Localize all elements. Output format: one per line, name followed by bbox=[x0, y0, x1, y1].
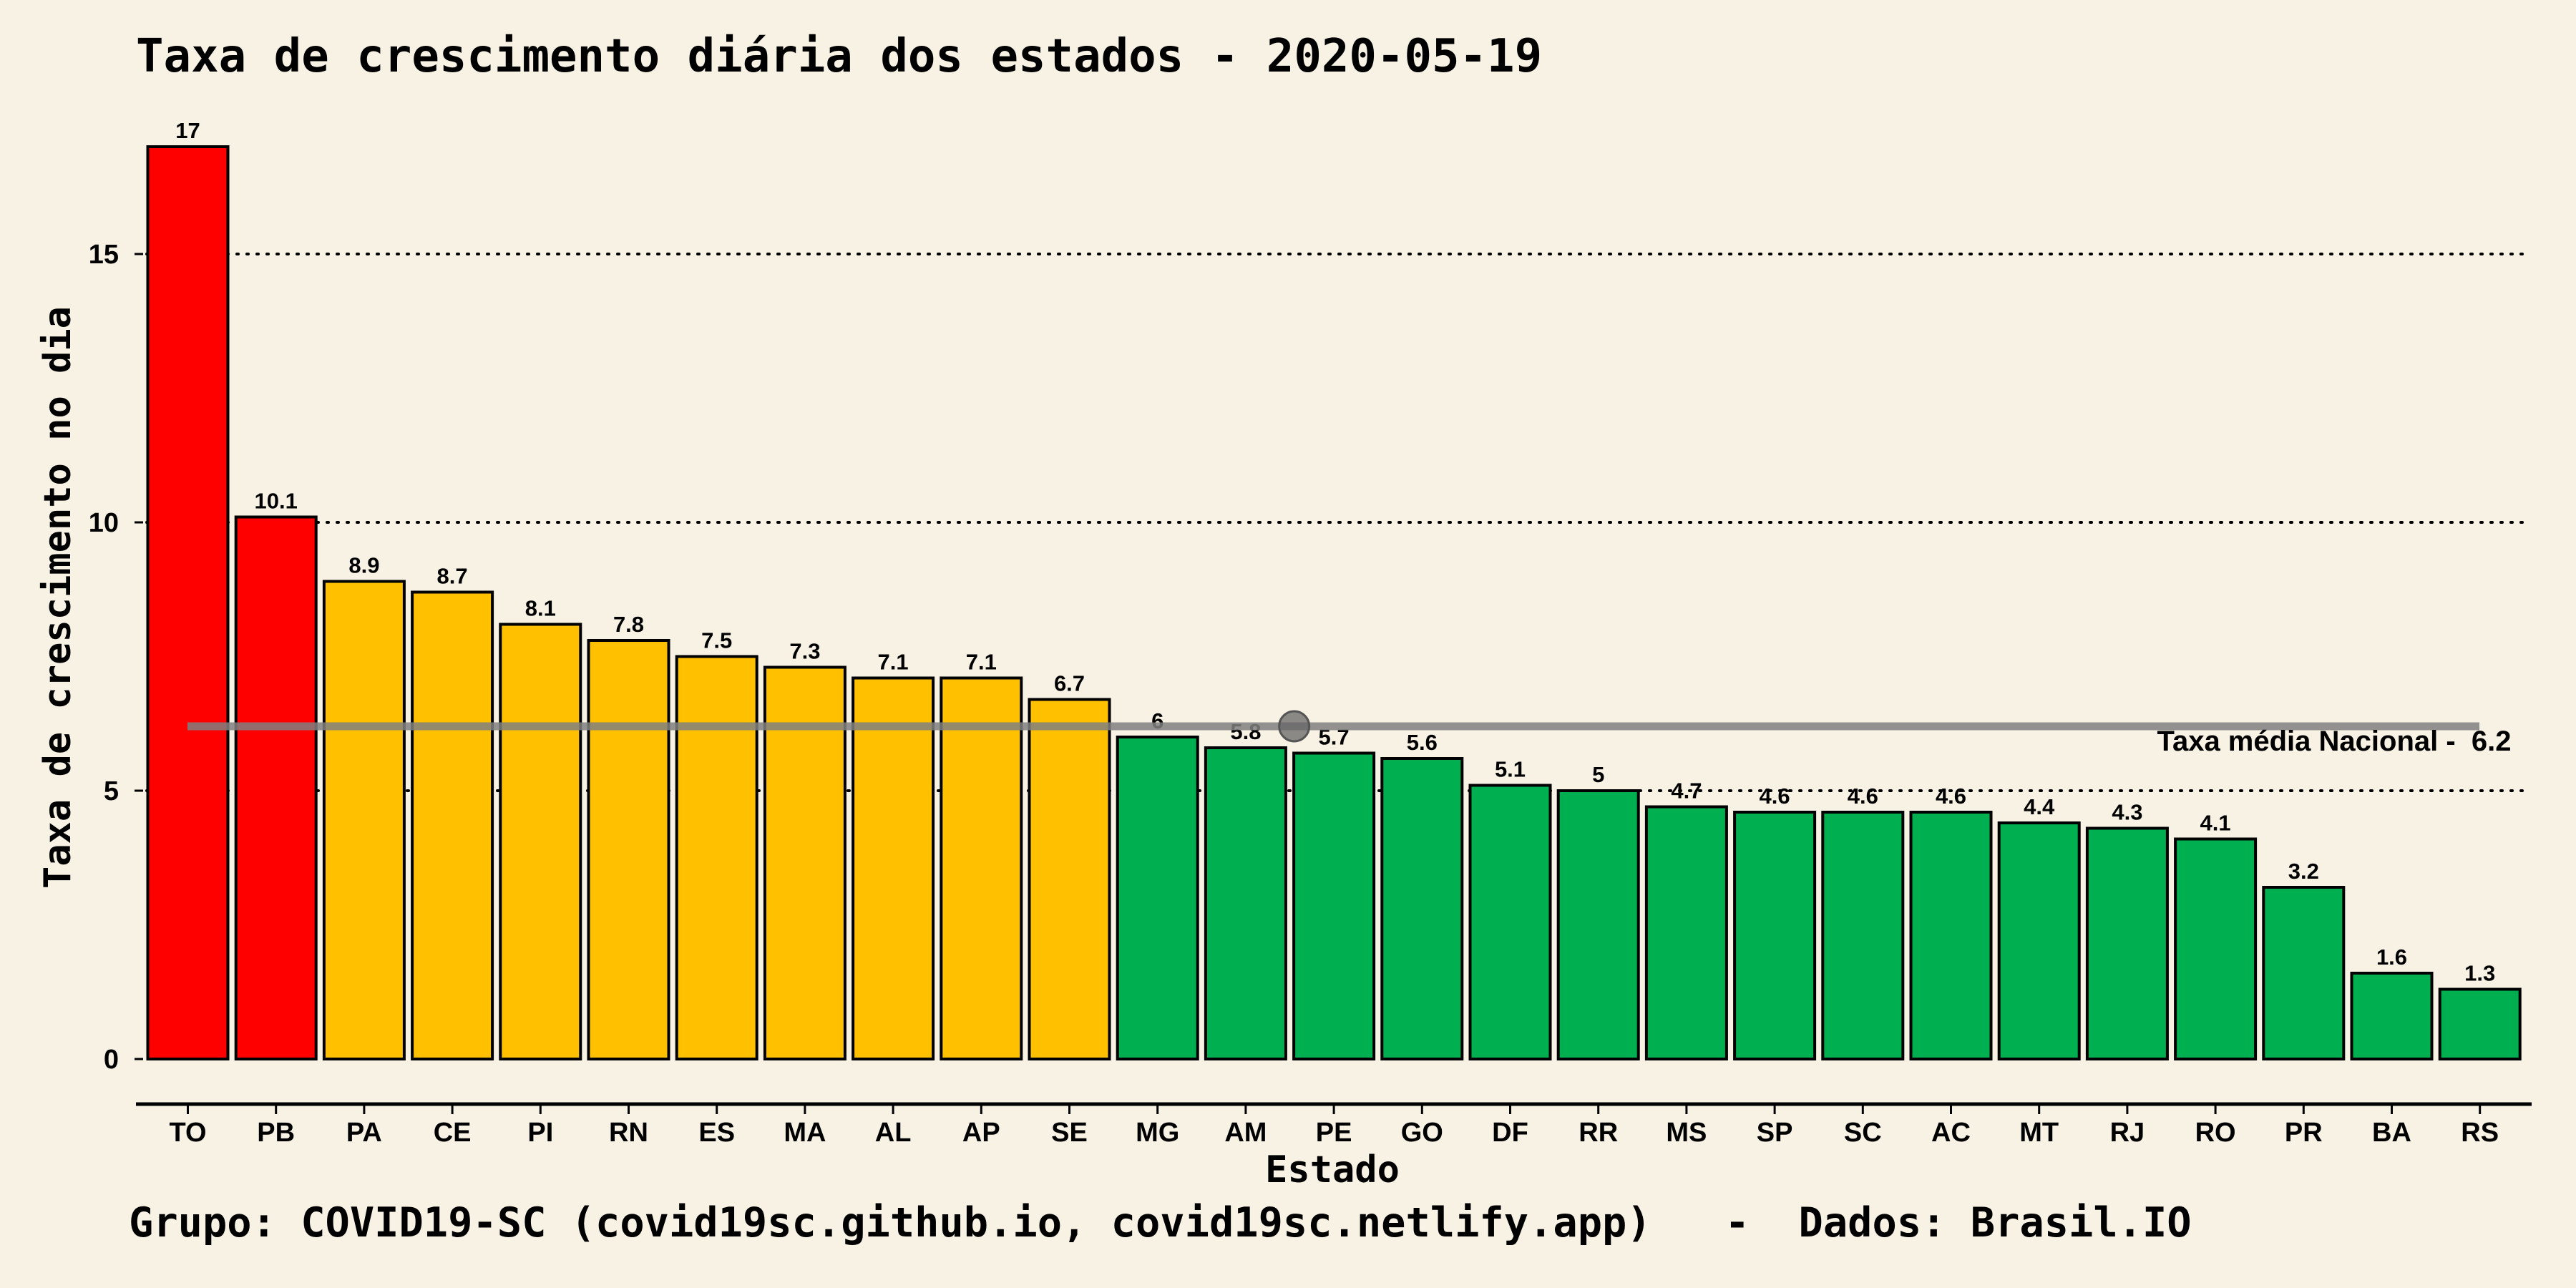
bar-AL bbox=[852, 676, 935, 1060]
bar-value-label: 7.8 bbox=[613, 612, 644, 637]
bar-value-label: 7.3 bbox=[789, 639, 820, 664]
bar-MA bbox=[763, 665, 847, 1060]
bar-SE bbox=[1028, 698, 1111, 1060]
x-tick-label-RS: RS bbox=[2461, 1118, 2499, 1148]
x-tick-label-SC: SC bbox=[1844, 1118, 1882, 1148]
bar-PI bbox=[499, 623, 582, 1060]
bar-SC bbox=[1821, 811, 1905, 1060]
bar-value-label: 4.4 bbox=[2024, 794, 2055, 819]
bar-PB bbox=[234, 515, 318, 1060]
bar-MG bbox=[1116, 736, 1199, 1060]
bar-value-label: 3.2 bbox=[2288, 859, 2319, 884]
bar-value-label: 5 bbox=[1592, 762, 1604, 787]
x-tick-label-RJ: RJ bbox=[2110, 1118, 2145, 1148]
x-tick-label-MA: MA bbox=[784, 1118, 826, 1148]
bar-value-label: 7.1 bbox=[878, 650, 909, 675]
x-tick-label-DF: DF bbox=[1492, 1118, 1528, 1148]
bar-DF bbox=[1468, 784, 1552, 1060]
bar-AC bbox=[1909, 811, 1993, 1060]
national-average-marker bbox=[1278, 710, 1311, 743]
national-average-label: Taxa média Nacional - 6.2 bbox=[2157, 726, 2511, 757]
bar-value-label: 4.6 bbox=[1848, 784, 1878, 809]
x-axis-title: Estado bbox=[1265, 1148, 1400, 1191]
bar-AM bbox=[1204, 746, 1287, 1060]
x-tick-label-GO: GO bbox=[1401, 1118, 1443, 1148]
bar-PA bbox=[322, 580, 406, 1060]
x-tick-label-TO: TO bbox=[169, 1118, 206, 1148]
bar-value-label: 8.7 bbox=[437, 564, 468, 589]
bar-SP bbox=[1733, 811, 1817, 1060]
bar-value-label: 7.1 bbox=[966, 650, 997, 675]
x-tick-label-SE: SE bbox=[1051, 1118, 1088, 1148]
caption: Grupo: COVID19-SC (covid19sc.github.io, … bbox=[129, 1199, 2192, 1246]
x-tick-label-AL: AL bbox=[875, 1118, 912, 1148]
bar-PR bbox=[2262, 886, 2346, 1060]
bar-value-label: 1.6 bbox=[2376, 945, 2407, 970]
chart-title: Taxa de crescimento diária dos estados -… bbox=[136, 30, 1542, 83]
x-tick-label-SP: SP bbox=[1757, 1118, 1793, 1148]
x-tick-label-MT: MT bbox=[2019, 1118, 2059, 1148]
x-tick-label-RR: RR bbox=[1579, 1118, 1618, 1148]
bar-value-label: 4.1 bbox=[2200, 811, 2231, 836]
bar-value-label: 8.9 bbox=[348, 553, 379, 578]
bar-value-label: 4.6 bbox=[1760, 784, 1790, 809]
bar-RN bbox=[587, 639, 670, 1060]
bar-TO bbox=[146, 145, 230, 1060]
bar-CE bbox=[411, 590, 494, 1060]
bar-MT bbox=[1997, 821, 2081, 1060]
bar-RJ bbox=[2085, 826, 2169, 1060]
bar-RS bbox=[2438, 987, 2522, 1060]
x-tick-label-PB: PB bbox=[257, 1118, 295, 1148]
x-tick-label-PE: PE bbox=[1316, 1118, 1352, 1148]
x-tick-label-CE: CE bbox=[434, 1118, 472, 1148]
bar-value-label: 5.6 bbox=[1407, 730, 1438, 755]
y-tick-label: 0 bbox=[104, 1045, 119, 1075]
bar-GO bbox=[1380, 757, 1464, 1060]
bar-value-label: 5.1 bbox=[1495, 757, 1526, 782]
reference-line-group: Taxa média Nacional - 6.2 bbox=[187, 710, 2512, 757]
bar-value-label: 4.7 bbox=[1671, 779, 1702, 804]
x-tick-label-PR: PR bbox=[2285, 1118, 2323, 1148]
bar-value-label: 6.7 bbox=[1054, 671, 1085, 696]
y-tick-label: 5 bbox=[104, 776, 119, 806]
x-tick-label-PA: PA bbox=[346, 1118, 382, 1148]
grid-lines bbox=[145, 253, 2527, 792]
bar-value-label: 10.1 bbox=[255, 489, 298, 514]
x-tick-label-BA: BA bbox=[2372, 1118, 2411, 1148]
x-tick-label-MG: MG bbox=[1136, 1118, 1179, 1148]
bar-RR bbox=[1556, 789, 1640, 1060]
bar-BA bbox=[2350, 972, 2434, 1060]
x-tick-label-AM: AM bbox=[1224, 1118, 1267, 1148]
x-tick-label-PI: PI bbox=[527, 1118, 553, 1148]
y-tick-label: 15 bbox=[89, 240, 119, 270]
bar-RO bbox=[2174, 837, 2258, 1060]
y-axis: 0 5 10 15 bbox=[89, 240, 143, 1075]
x-tick-label-RO: RO bbox=[2195, 1118, 2236, 1148]
y-axis-title: Taxa de crescimento no dia bbox=[36, 306, 79, 889]
bar-value-label: 4.6 bbox=[1936, 784, 1966, 809]
bar-PE bbox=[1292, 751, 1376, 1060]
y-tick-label: 10 bbox=[89, 508, 119, 538]
bar-value-label: 17 bbox=[175, 118, 200, 143]
x-tick-label-AC: AC bbox=[1931, 1118, 1971, 1148]
bar-value-label: 4.3 bbox=[2112, 800, 2142, 825]
bar-AP bbox=[940, 676, 1023, 1060]
x-tick-label-ES: ES bbox=[698, 1118, 735, 1148]
x-axis: TO PB PA CE PI RN ES MA AL AP SE MG AM PE GO DF RR MS SP SC… bbox=[136, 1102, 2532, 1148]
bar-value-label: 8.1 bbox=[525, 596, 556, 621]
bar-ES bbox=[675, 655, 758, 1060]
x-tick-label-AP: AP bbox=[962, 1118, 1000, 1148]
bar-value-label: 7.5 bbox=[701, 628, 732, 653]
x-tick-label-MS: MS bbox=[1666, 1118, 1707, 1148]
x-tick-label-RN: RN bbox=[609, 1118, 648, 1148]
bar-MS bbox=[1644, 805, 1728, 1060]
bar-value-label: 1.3 bbox=[2464, 961, 2495, 986]
